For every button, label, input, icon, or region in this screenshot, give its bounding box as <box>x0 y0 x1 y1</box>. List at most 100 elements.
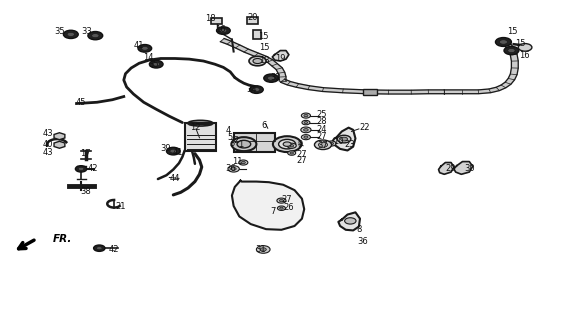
Circle shape <box>277 206 285 211</box>
Text: 25: 25 <box>316 110 327 119</box>
Text: 17: 17 <box>80 148 91 157</box>
Text: 13: 13 <box>259 56 269 65</box>
Circle shape <box>141 46 148 50</box>
Polygon shape <box>281 79 444 94</box>
Text: 27: 27 <box>297 150 307 159</box>
Circle shape <box>319 142 328 147</box>
Text: 16: 16 <box>519 52 529 60</box>
Circle shape <box>166 147 180 155</box>
Text: 36: 36 <box>358 237 368 246</box>
Text: 15: 15 <box>515 39 526 48</box>
Text: 12: 12 <box>190 123 200 132</box>
Text: 27: 27 <box>282 195 292 204</box>
Text: 6: 6 <box>261 121 267 130</box>
Circle shape <box>273 136 301 152</box>
Circle shape <box>277 198 286 203</box>
Text: 40: 40 <box>43 140 53 149</box>
Polygon shape <box>439 163 454 174</box>
Circle shape <box>260 248 267 251</box>
Text: 10: 10 <box>333 137 344 146</box>
Circle shape <box>315 140 332 149</box>
Bar <box>185 123 216 151</box>
Text: 35: 35 <box>54 27 65 36</box>
Circle shape <box>504 46 519 55</box>
Text: 38: 38 <box>80 187 91 196</box>
Ellipse shape <box>188 120 213 126</box>
Text: 19: 19 <box>275 54 285 63</box>
Circle shape <box>289 145 294 147</box>
Circle shape <box>231 137 256 151</box>
Circle shape <box>279 199 284 202</box>
Circle shape <box>239 160 248 165</box>
Text: 42: 42 <box>109 245 120 254</box>
Text: 1: 1 <box>238 140 243 149</box>
Circle shape <box>337 135 351 143</box>
Bar <box>233 133 275 152</box>
Circle shape <box>253 88 260 92</box>
Text: 7: 7 <box>271 207 276 216</box>
Circle shape <box>256 246 270 253</box>
Text: 43: 43 <box>43 148 53 156</box>
Circle shape <box>499 40 507 44</box>
Text: 15: 15 <box>507 27 518 36</box>
Circle shape <box>94 245 105 252</box>
Text: 43: 43 <box>43 130 53 139</box>
Circle shape <box>301 113 311 118</box>
Text: 29: 29 <box>446 164 456 173</box>
Circle shape <box>231 167 236 170</box>
Circle shape <box>228 166 239 172</box>
Text: 30: 30 <box>464 164 475 173</box>
Text: 11: 11 <box>232 157 243 166</box>
Circle shape <box>88 32 103 40</box>
Text: 20: 20 <box>248 13 258 22</box>
Text: 15: 15 <box>259 43 269 52</box>
Circle shape <box>57 135 62 138</box>
Circle shape <box>508 49 515 52</box>
Text: 18: 18 <box>205 14 216 23</box>
Bar <box>211 18 223 24</box>
Text: 35: 35 <box>149 60 159 69</box>
Circle shape <box>253 59 262 64</box>
Circle shape <box>302 120 310 125</box>
Text: 36: 36 <box>225 164 236 173</box>
Circle shape <box>344 218 356 224</box>
Text: 9: 9 <box>297 140 303 149</box>
Circle shape <box>304 122 308 124</box>
Polygon shape <box>454 162 472 174</box>
Circle shape <box>57 143 62 146</box>
Circle shape <box>495 37 511 46</box>
Text: 34: 34 <box>247 85 257 94</box>
Text: 15: 15 <box>258 32 268 41</box>
Text: 28: 28 <box>316 117 327 126</box>
Circle shape <box>138 44 152 52</box>
Circle shape <box>304 129 308 131</box>
Polygon shape <box>333 128 355 150</box>
Text: 27: 27 <box>297 156 307 165</box>
Circle shape <box>153 62 160 66</box>
Circle shape <box>149 60 163 68</box>
Text: 14: 14 <box>143 53 153 62</box>
Circle shape <box>241 161 245 164</box>
Text: FR.: FR. <box>53 234 72 244</box>
Circle shape <box>78 167 84 171</box>
Circle shape <box>287 143 296 148</box>
Text: 41: 41 <box>134 41 144 50</box>
Bar <box>363 89 377 95</box>
Text: 32: 32 <box>271 73 281 82</box>
Text: 22: 22 <box>359 123 370 132</box>
Bar <box>247 17 257 24</box>
Circle shape <box>76 166 87 172</box>
Circle shape <box>341 137 347 141</box>
Circle shape <box>290 152 293 154</box>
Text: 42: 42 <box>87 164 98 173</box>
Circle shape <box>329 142 333 145</box>
Text: 44: 44 <box>170 174 180 183</box>
Text: 33: 33 <box>81 27 92 36</box>
Circle shape <box>220 29 227 32</box>
Circle shape <box>67 32 74 36</box>
Text: 27: 27 <box>316 132 327 141</box>
Text: 3: 3 <box>229 139 235 148</box>
Text: 23: 23 <box>344 140 355 149</box>
Circle shape <box>283 142 291 146</box>
Polygon shape <box>444 41 518 94</box>
